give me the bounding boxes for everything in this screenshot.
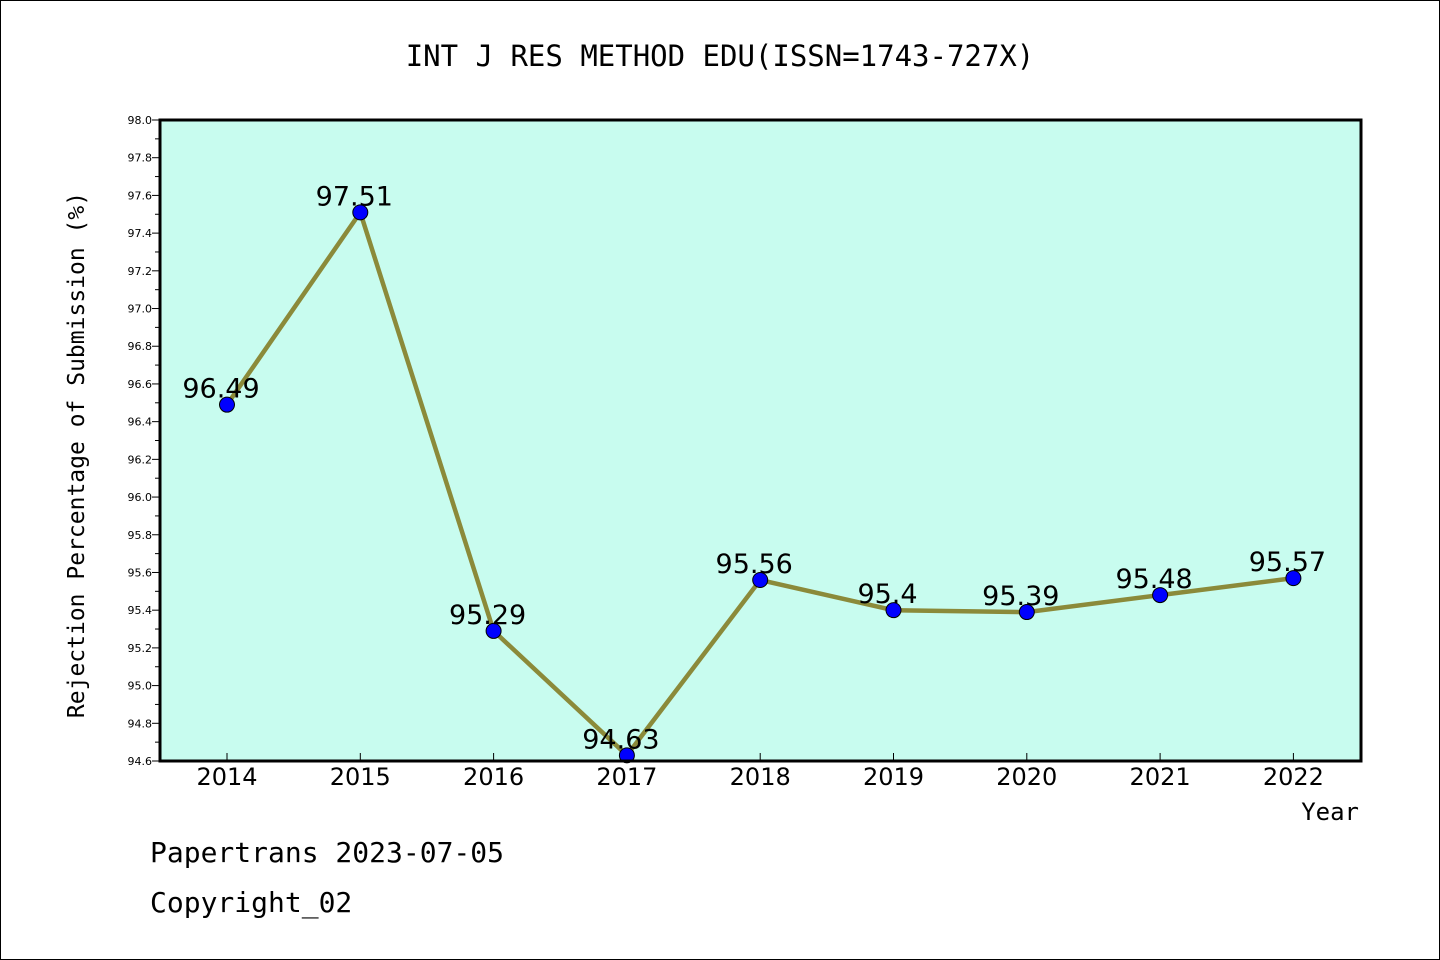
x-tick-label: 2021 [1130, 763, 1191, 791]
data-point [219, 396, 235, 413]
data-point [485, 622, 502, 639]
y-tick-label: 96.4 [128, 416, 153, 429]
x-tick-label: 2015 [330, 763, 391, 791]
data-point [1285, 570, 1302, 587]
x-tick-label: 2017 [596, 763, 657, 791]
data-label: 94.63 [582, 724, 659, 755]
x-tick-label: 2016 [463, 763, 524, 791]
x-tick-label: 2018 [730, 763, 791, 791]
y-tick-label: 95.2 [128, 642, 153, 655]
chart-title: INT J RES METHOD EDU(ISSN=1743-727X) [406, 39, 1035, 73]
footer-date-text: Papertrans 2023-07-05 [150, 836, 505, 869]
footer-copyright-text: Copyright_02 [150, 886, 353, 919]
x-tick-label: 2022 [1263, 763, 1324, 791]
y-tick-label: 97.8 [128, 152, 153, 165]
data-point [1152, 587, 1169, 604]
data-label: 95.29 [449, 600, 526, 631]
data-label: 95.4 [857, 579, 917, 610]
x-tick-label: 2019 [863, 763, 924, 791]
y-axis-label: Rejection Percentage of Submission (%) [64, 192, 90, 718]
data-labels: 96.49 97.51 95.29 94.63 95.56 95.4 95.39 95.48 9… [182, 181, 1326, 755]
y-tick-label: 95.0 [128, 680, 153, 693]
y-tick-label: 95.8 [128, 529, 153, 542]
data-point [752, 572, 769, 589]
y-tick-label: 97.2 [128, 265, 153, 278]
x-tick-label: 2014 [196, 763, 257, 791]
data-label: 95.56 [716, 549, 793, 580]
data-point [885, 602, 902, 619]
y-tick-label: 96.2 [128, 453, 153, 466]
y-tick-label: 97.6 [128, 189, 153, 202]
data-label: 97.51 [316, 181, 393, 212]
y-tick-label: 97.4 [128, 227, 153, 240]
data-point [1018, 604, 1035, 621]
y-tick-label: 95.6 [128, 566, 153, 579]
data-point [352, 204, 369, 221]
y-tick-label: 96.8 [128, 340, 153, 353]
y-tick-label: 96.6 [128, 378, 153, 391]
y-tick-label: 97.0 [128, 303, 153, 316]
y-tick-label: 96.0 [128, 491, 153, 504]
x-tick-label: 2020 [996, 763, 1057, 791]
data-label: 95.48 [1115, 564, 1192, 595]
y-axis-tick-labels: 94.6 94.8 95.0 95.2 95.4 95.6 95.8 96.0 96.2 96.4… [128, 114, 153, 768]
data-point [618, 747, 635, 764]
y-tick-label: 94.6 [128, 755, 153, 768]
series-markers [219, 204, 1302, 764]
x-axis-tick-labels: 2014 2015 2016 2017 2018 2019 2020 2021 2022 [196, 763, 1323, 791]
y-tick-label: 98.0 [128, 114, 153, 127]
data-label: 96.49 [182, 374, 259, 405]
plot-area [160, 120, 1361, 761]
data-label: 95.39 [982, 581, 1059, 612]
y-tick-label: 94.8 [128, 717, 153, 730]
plot-border [158, 118, 1363, 763]
x-axis-label: Year [1301, 798, 1359, 826]
y-tick-label: 95.4 [128, 604, 153, 617]
data-label: 95.57 [1249, 547, 1326, 578]
